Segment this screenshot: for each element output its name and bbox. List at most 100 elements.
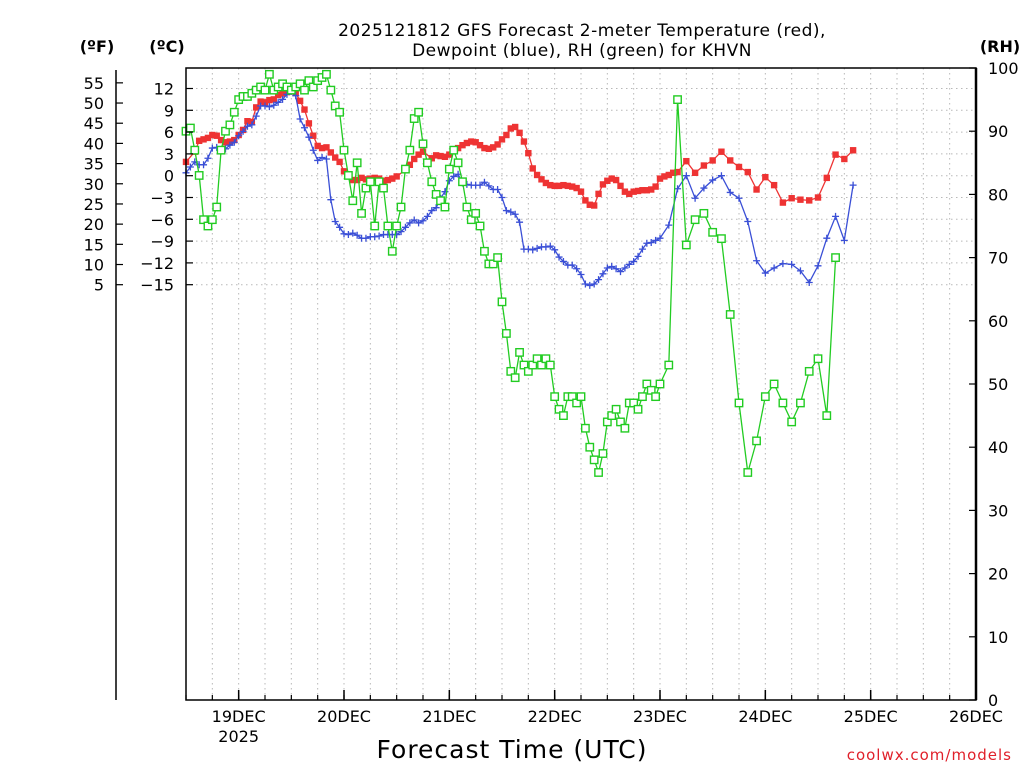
data-point [814, 262, 822, 270]
x-tick-sublabel: 2025 [218, 727, 259, 746]
data-point [349, 229, 357, 237]
data-point [612, 265, 620, 273]
data-point [471, 208, 481, 218]
data-point [589, 455, 599, 465]
data-point [318, 144, 326, 152]
rh-tick-label: 40 [988, 438, 1008, 457]
data-point [813, 354, 823, 364]
data-point [503, 131, 510, 139]
data-point [538, 176, 545, 183]
data-point [459, 141, 466, 149]
data-point [804, 366, 814, 376]
data-point [599, 181, 607, 188]
data-point [735, 163, 743, 171]
data-point [208, 144, 216, 152]
rh-tick-label: 10 [988, 628, 1008, 647]
data-point [525, 149, 532, 157]
data-point [305, 133, 313, 141]
data-point [230, 138, 238, 146]
data-point [511, 210, 519, 218]
data-point [690, 215, 700, 225]
data-point [797, 196, 804, 203]
data-point [305, 120, 313, 127]
data-point [406, 219, 414, 227]
data-point [468, 138, 475, 145]
data-point [445, 177, 453, 185]
data-point [643, 187, 651, 194]
data-point [213, 132, 220, 139]
data-point [327, 149, 335, 156]
data-point [674, 168, 681, 176]
data-point [700, 184, 708, 192]
data-point [252, 112, 260, 120]
data-point [520, 138, 528, 145]
celsius-tick-label: 0 [164, 167, 174, 186]
data-point [625, 260, 633, 268]
data-point [630, 257, 638, 265]
data-point [577, 188, 585, 195]
axes: 555045403530252015105129630−3−6−9−12−151… [84, 59, 1019, 746]
data-point [244, 118, 251, 125]
data-point [375, 232, 383, 240]
data-point [309, 146, 317, 154]
data-point [559, 257, 567, 265]
data-point [352, 158, 362, 168]
data-point [339, 145, 349, 155]
data-point [446, 151, 453, 158]
data-point [656, 175, 664, 182]
data-point [568, 261, 576, 269]
fahrenheit-tick-label: 30 [84, 175, 104, 194]
series-2-meter-temperature [182, 88, 857, 209]
data-point [682, 172, 690, 180]
celsius-tick-label: −9 [150, 232, 174, 251]
data-point [603, 264, 611, 272]
data-point [204, 154, 212, 162]
data-point [595, 190, 602, 198]
data-point [665, 221, 673, 229]
data-point [481, 144, 488, 152]
data-point [621, 264, 629, 272]
data-point [590, 280, 598, 288]
x-tick-label: 19DEC [212, 707, 266, 726]
data-point [547, 181, 554, 189]
data-point [717, 234, 726, 244]
data-point [204, 134, 212, 142]
data-point [419, 217, 427, 225]
data-point [331, 217, 339, 225]
data-point [516, 218, 524, 226]
data-point [362, 234, 370, 242]
data-point [270, 96, 277, 103]
data-point [261, 99, 269, 106]
data-point [485, 145, 493, 153]
data-point [699, 208, 709, 218]
series-line [185, 71, 837, 475]
data-point [449, 145, 459, 155]
data-point [582, 197, 589, 204]
data-point [573, 184, 580, 192]
data-point [444, 164, 454, 174]
data-point [427, 177, 437, 187]
data-point [529, 165, 536, 172]
data-point [401, 223, 409, 231]
x-tick-label: 23DEC [633, 707, 687, 726]
data-point [186, 163, 194, 171]
x-tick-label: 25DEC [844, 707, 898, 726]
data-point [310, 132, 317, 139]
rh-tick-label: 20 [988, 565, 1008, 584]
rh-tick-label: 30 [988, 501, 1008, 520]
data-point [365, 177, 375, 187]
data-point [524, 245, 532, 253]
data-point [661, 173, 668, 180]
data-point [542, 243, 550, 251]
rh-tick-label: 60 [988, 312, 1008, 331]
data-point [691, 194, 699, 202]
data-point [511, 123, 519, 131]
data-point [608, 175, 615, 182]
data-point [550, 392, 560, 402]
data-point [617, 268, 624, 276]
data-point [652, 183, 659, 190]
data-point [507, 208, 515, 216]
data-point [476, 181, 484, 189]
data-point [762, 173, 769, 181]
grid-lines [186, 68, 976, 700]
